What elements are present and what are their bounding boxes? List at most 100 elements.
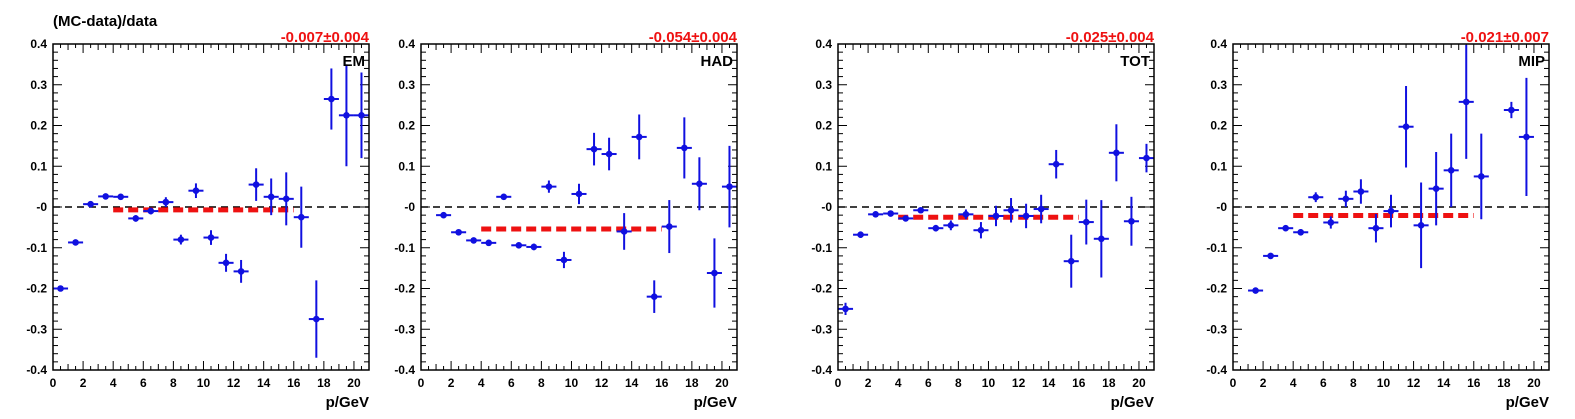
y-tick-label: -0.4: [811, 363, 832, 377]
marker: [147, 207, 155, 215]
data-point: [466, 237, 482, 244]
marker: [207, 234, 215, 241]
marker: [328, 95, 335, 103]
marker: [282, 195, 290, 203]
data-point: [586, 132, 602, 166]
data-point: [526, 243, 542, 251]
data-point: [1093, 200, 1109, 278]
y-tick-label: -0.2: [811, 282, 832, 296]
y-tick-label: 0.4: [30, 37, 47, 51]
marker: [530, 243, 538, 251]
y-tick-label: -0: [36, 200, 47, 214]
x-tick-label: 0: [50, 376, 57, 390]
x-tick-label: 12: [595, 376, 609, 390]
axis-ticks: [52, 43, 370, 371]
x-tick-label: 8: [1350, 376, 1357, 390]
marker: [962, 211, 970, 218]
y-tick-label: 0.1: [815, 159, 832, 173]
data-point: [1123, 196, 1139, 246]
data-point: [143, 207, 159, 215]
x-tick-label: 18: [317, 376, 331, 390]
data-point: [721, 145, 737, 228]
x-tick-label: 4: [1290, 376, 1297, 390]
marker: [1113, 149, 1120, 157]
data-point: [913, 206, 929, 214]
marker: [192, 187, 200, 194]
data-point: [676, 117, 692, 179]
data-point: [1398, 85, 1414, 168]
data-point: [1033, 194, 1049, 224]
y-tick-label: -0: [821, 200, 832, 214]
x-tick-label: 20: [1527, 376, 1541, 390]
y-tick-label: -0.3: [394, 322, 415, 336]
x-tick-label: 0: [1230, 376, 1237, 390]
data-point: [928, 224, 944, 232]
data-point: [1063, 234, 1079, 288]
marker: [102, 193, 109, 200]
data-point: [853, 231, 869, 239]
data-point: [353, 72, 369, 159]
x-tick-label: 16: [287, 376, 301, 390]
y-tick-label: 0.2: [30, 119, 47, 133]
data-point: [631, 114, 647, 160]
marker: [1342, 195, 1350, 203]
panel-label: TOT: [1120, 53, 1150, 70]
marker: [313, 315, 320, 323]
plot-frame: [837, 43, 1155, 371]
x-tick-label: 0: [835, 376, 842, 390]
y-tick-label: -0.3: [26, 322, 47, 336]
marker: [1037, 205, 1045, 213]
data-point: [1458, 44, 1474, 159]
data-point: [838, 302, 854, 315]
x-tick-label: 6: [925, 376, 932, 390]
x-tick-label: 14: [1042, 376, 1056, 390]
panel-label: MIP: [1518, 53, 1545, 70]
data-point: [1518, 77, 1534, 196]
data-point: [511, 242, 527, 249]
data-point: [556, 251, 572, 269]
marker: [358, 112, 365, 119]
data-point: [1323, 216, 1339, 229]
marker: [560, 256, 568, 264]
y-tick-label: -0.3: [811, 322, 832, 336]
marker: [605, 150, 613, 158]
y-tick-label: -0.2: [26, 282, 47, 296]
marker: [440, 211, 447, 219]
x-axis-title: p/GeV: [1111, 394, 1154, 411]
marker: [681, 144, 688, 152]
marker: [1252, 287, 1259, 294]
data-point: [1368, 213, 1384, 243]
y-tick-label: 0.2: [1210, 119, 1227, 133]
x-axis-title: p/GeV: [694, 394, 737, 411]
marker: [1312, 193, 1320, 201]
data-point: [1338, 190, 1354, 207]
data-point: [571, 183, 587, 205]
x-tick-label: 20: [347, 376, 361, 390]
panel-label: HAD: [701, 53, 734, 70]
data-point: [1018, 203, 1034, 229]
x-tick-label: 16: [1467, 376, 1481, 390]
marker: [162, 198, 170, 206]
data-point: [436, 211, 452, 219]
data-point: [158, 197, 174, 207]
marker: [650, 293, 658, 300]
y-tick-label: -0.4: [26, 363, 47, 377]
x-tick-label: 10: [197, 376, 211, 390]
data-point: [496, 193, 512, 201]
data-point: [691, 157, 707, 211]
data-point: [188, 183, 204, 199]
y-tick-label: 0.3: [398, 78, 415, 92]
data-point: [1383, 194, 1399, 228]
data-point: [128, 215, 144, 222]
data-point: [451, 228, 467, 236]
marker: [977, 226, 985, 234]
x-tick-label: 16: [1072, 376, 1086, 390]
y-tick-label: 0.2: [815, 119, 832, 133]
data-point: [481, 239, 497, 247]
data-point: [263, 178, 279, 216]
data-point: [233, 259, 249, 283]
plot-frame: [52, 43, 370, 371]
panel-label: EM: [343, 53, 366, 70]
y-tick-label: -0.4: [1206, 363, 1227, 377]
